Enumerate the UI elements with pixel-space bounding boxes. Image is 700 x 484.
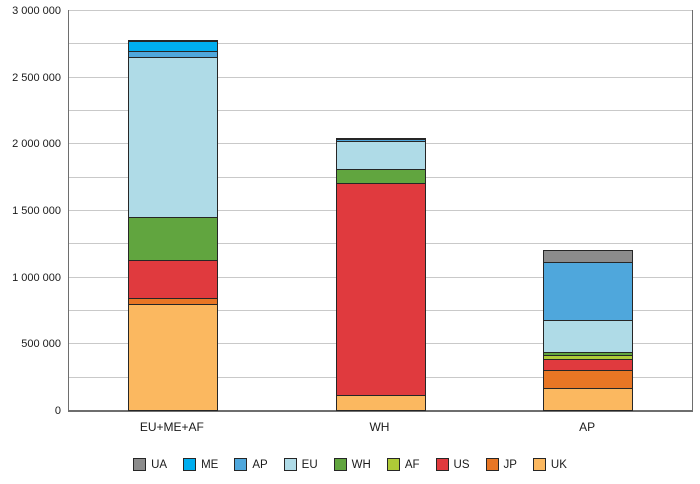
bar-segment-eu [543, 320, 634, 353]
legend-item-us: US [435, 458, 470, 471]
legend-item-eu: EU [283, 458, 318, 471]
gridline [69, 110, 692, 111]
legend-swatch-uk [532, 458, 546, 471]
legend-label: JP [503, 458, 517, 471]
legend-swatch-wh [333, 458, 347, 471]
bar-segment-ap [543, 262, 634, 321]
legend-swatch-af [386, 458, 400, 471]
bar-segment-wh [335, 169, 426, 184]
legend-label: ME [201, 458, 219, 471]
y-axis-tick-label: 2 500 000 [12, 71, 61, 84]
y-axis-tick-label: 3 000 000 [12, 5, 61, 17]
bar-segment-uk [543, 388, 634, 411]
legend-label: UA [151, 458, 168, 471]
legend: UA ME AP EU WH AF US JP UK [0, 458, 700, 471]
bar-segment-jp [543, 370, 634, 389]
gridline [69, 43, 692, 45]
y-axis-tick-label: 0 [54, 405, 61, 417]
bar-segment-us [127, 260, 218, 299]
legend-item-jp: JP [485, 458, 517, 471]
gridline [69, 10, 692, 11]
y-axis-tick-label: 1 000 000 [12, 271, 61, 284]
legend-item-wh: WH [333, 458, 371, 471]
legend-swatch-us [435, 458, 449, 471]
bar-eu-me-af [127, 40, 218, 411]
bar-segment-us [335, 183, 426, 396]
legend-swatch-ap [234, 458, 248, 471]
x-axis-label: AP [579, 420, 596, 434]
legend-label: AP [252, 458, 268, 471]
legend-label: UK [550, 458, 567, 471]
legend-item-ap: AP [234, 458, 268, 471]
y-axis-tick-label: 500 000 [21, 338, 61, 351]
legend-swatch-me [183, 458, 197, 471]
legend-item-af: AF [386, 458, 420, 471]
bar-segment-eu [335, 141, 426, 170]
x-axis: EU+ME+AF WH AP [68, 420, 691, 440]
gridline [69, 76, 692, 78]
legend-swatch-jp [485, 458, 499, 471]
legend-item-uk: UK [532, 458, 567, 471]
legend-item-me: ME [183, 458, 218, 471]
bar-segment-eu [127, 57, 218, 218]
x-axis-label: EU+ME+AF [139, 420, 204, 434]
legend-label: AF [404, 458, 420, 471]
y-axis-tick-label: 2 000 000 [12, 138, 61, 151]
bar-ap [543, 250, 634, 411]
legend-label: WH [351, 458, 371, 471]
legend-item-ua: UA [133, 458, 167, 471]
bar-segment-wh [127, 217, 218, 261]
x-axis-label: WH [369, 420, 390, 434]
legend-swatch-ua [133, 458, 147, 471]
bar-segment-uk [335, 395, 426, 411]
y-axis-tick-label: 1 500 000 [12, 205, 61, 217]
legend-label: EU [301, 458, 318, 471]
legend-swatch-eu [283, 458, 297, 471]
plot-area: 0 500 000 1 000 000 1 500 000 2 000 000 2 500… [12, 5, 693, 417]
bar-segment-uk [127, 304, 218, 411]
legend-label: US [453, 458, 470, 471]
bar-wh [335, 138, 426, 411]
